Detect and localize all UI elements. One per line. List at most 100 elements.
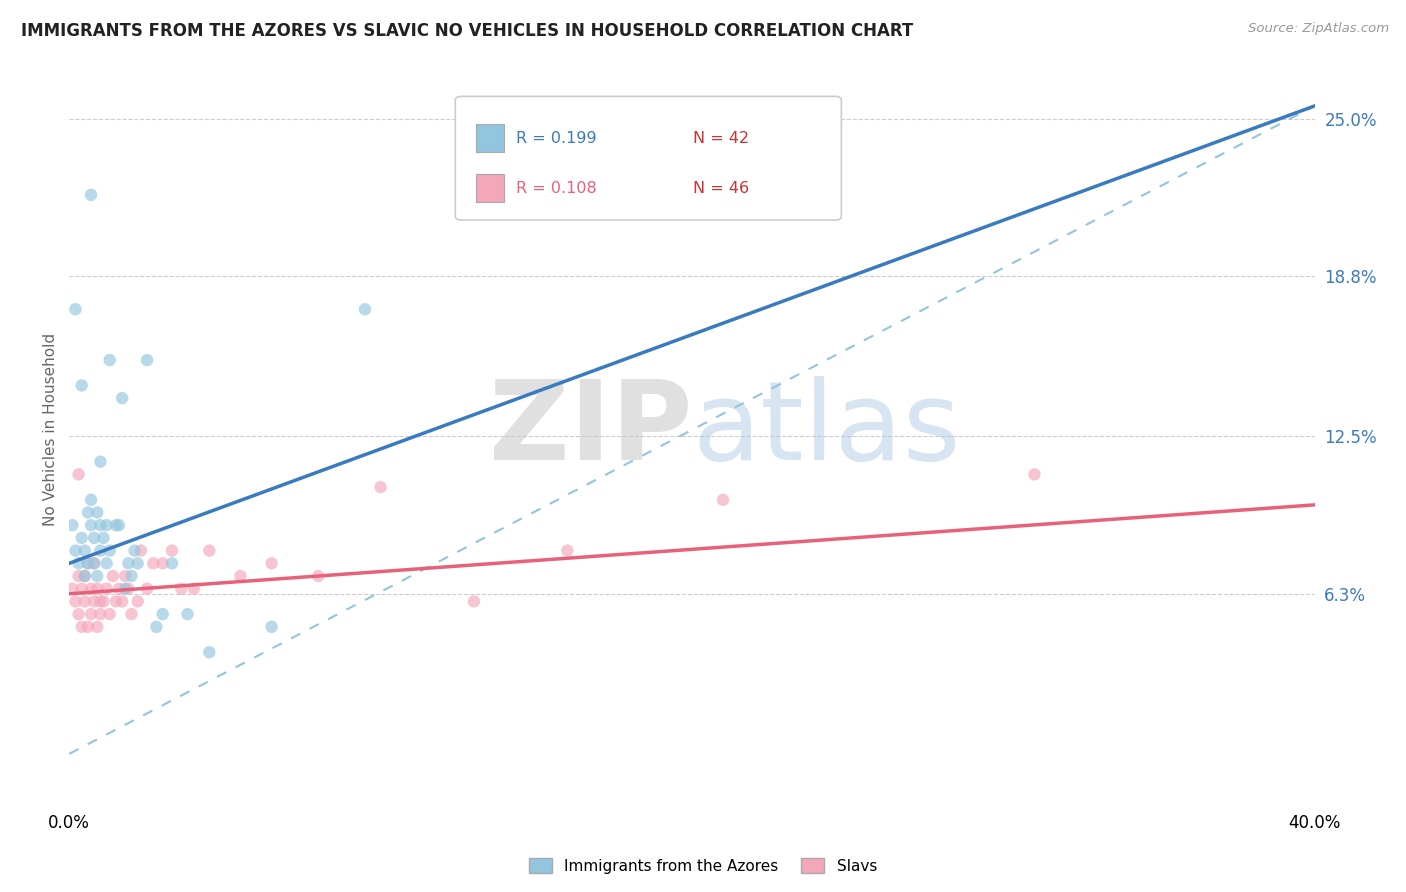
- Point: [89, 594, 111, 608]
- Point: [557, 187, 579, 202]
- Point: [96, 557, 118, 571]
- Point: [145, 620, 167, 634]
- Point: [80, 582, 103, 596]
- Point: [121, 607, 143, 621]
- Point: [67, 557, 90, 571]
- Legend: Immigrants from the Azores, Slavs: Immigrants from the Azores, Slavs: [523, 852, 883, 880]
- Text: ZIP: ZIP: [488, 376, 692, 483]
- Text: Source: ZipAtlas.com: Source: ZipAtlas.com: [1249, 22, 1389, 36]
- Point: [152, 557, 174, 571]
- Point: [86, 569, 108, 583]
- Point: [83, 531, 105, 545]
- Point: [65, 302, 87, 317]
- Point: [83, 557, 105, 571]
- Point: [370, 480, 392, 494]
- Point: [73, 594, 96, 608]
- Point: [127, 557, 149, 571]
- Point: [152, 607, 174, 621]
- Point: [98, 543, 121, 558]
- Text: R = 0.199: R = 0.199: [516, 130, 598, 145]
- Point: [93, 594, 115, 608]
- Point: [354, 302, 377, 317]
- Point: [124, 543, 146, 558]
- Point: [86, 506, 108, 520]
- Point: [70, 378, 93, 392]
- Text: IMMIGRANTS FROM THE AZORES VS SLAVIC NO VEHICLES IN HOUSEHOLD CORRELATION CHART: IMMIGRANTS FROM THE AZORES VS SLAVIC NO …: [21, 22, 914, 40]
- Point: [67, 467, 90, 482]
- Text: N = 42: N = 42: [693, 130, 749, 145]
- Point: [1024, 467, 1046, 482]
- Point: [142, 557, 165, 571]
- Point: [80, 187, 103, 202]
- Point: [77, 620, 100, 634]
- Point: [80, 518, 103, 533]
- Point: [307, 569, 329, 583]
- Point: [70, 531, 93, 545]
- Y-axis label: No Vehicles in Household: No Vehicles in Household: [44, 334, 58, 526]
- Point: [89, 518, 111, 533]
- Point: [111, 391, 134, 405]
- Point: [73, 569, 96, 583]
- Point: [83, 594, 105, 608]
- Point: [198, 543, 221, 558]
- Point: [73, 569, 96, 583]
- Text: R = 0.108: R = 0.108: [516, 180, 598, 195]
- Point: [176, 607, 198, 621]
- Point: [111, 594, 134, 608]
- Point: [160, 557, 183, 571]
- Point: [160, 543, 183, 558]
- Point: [80, 607, 103, 621]
- Point: [77, 557, 100, 571]
- Point: [98, 353, 121, 368]
- Point: [129, 543, 152, 558]
- Point: [65, 594, 87, 608]
- Point: [77, 557, 100, 571]
- Point: [117, 582, 139, 596]
- Point: [96, 518, 118, 533]
- Point: [89, 543, 111, 558]
- Point: [108, 518, 131, 533]
- Point: [114, 569, 136, 583]
- Point: [93, 531, 115, 545]
- Point: [77, 506, 100, 520]
- Point: [83, 557, 105, 571]
- Point: [60, 582, 83, 596]
- Point: [98, 607, 121, 621]
- Point: [86, 620, 108, 634]
- Point: [89, 455, 111, 469]
- Point: [89, 607, 111, 621]
- Point: [260, 620, 283, 634]
- Point: [229, 569, 252, 583]
- Text: atlas: atlas: [692, 376, 960, 483]
- Text: N = 46: N = 46: [693, 180, 749, 195]
- Point: [557, 543, 579, 558]
- Point: [114, 582, 136, 596]
- Bar: [477, 174, 503, 202]
- Point: [73, 543, 96, 558]
- FancyBboxPatch shape: [456, 96, 841, 220]
- Point: [711, 492, 734, 507]
- Point: [170, 582, 193, 596]
- Point: [198, 645, 221, 659]
- Point: [65, 543, 87, 558]
- Point: [96, 582, 118, 596]
- Point: [104, 518, 127, 533]
- Point: [104, 594, 127, 608]
- Point: [108, 582, 131, 596]
- Point: [60, 518, 83, 533]
- Point: [183, 582, 205, 596]
- Point: [260, 557, 283, 571]
- Point: [121, 569, 143, 583]
- Point: [117, 557, 139, 571]
- Point: [86, 582, 108, 596]
- Point: [67, 569, 90, 583]
- Point: [101, 569, 124, 583]
- Point: [136, 582, 159, 596]
- Point: [463, 594, 485, 608]
- Point: [70, 582, 93, 596]
- Bar: [477, 124, 503, 153]
- Point: [80, 492, 103, 507]
- Point: [127, 594, 149, 608]
- Point: [136, 353, 159, 368]
- Point: [67, 607, 90, 621]
